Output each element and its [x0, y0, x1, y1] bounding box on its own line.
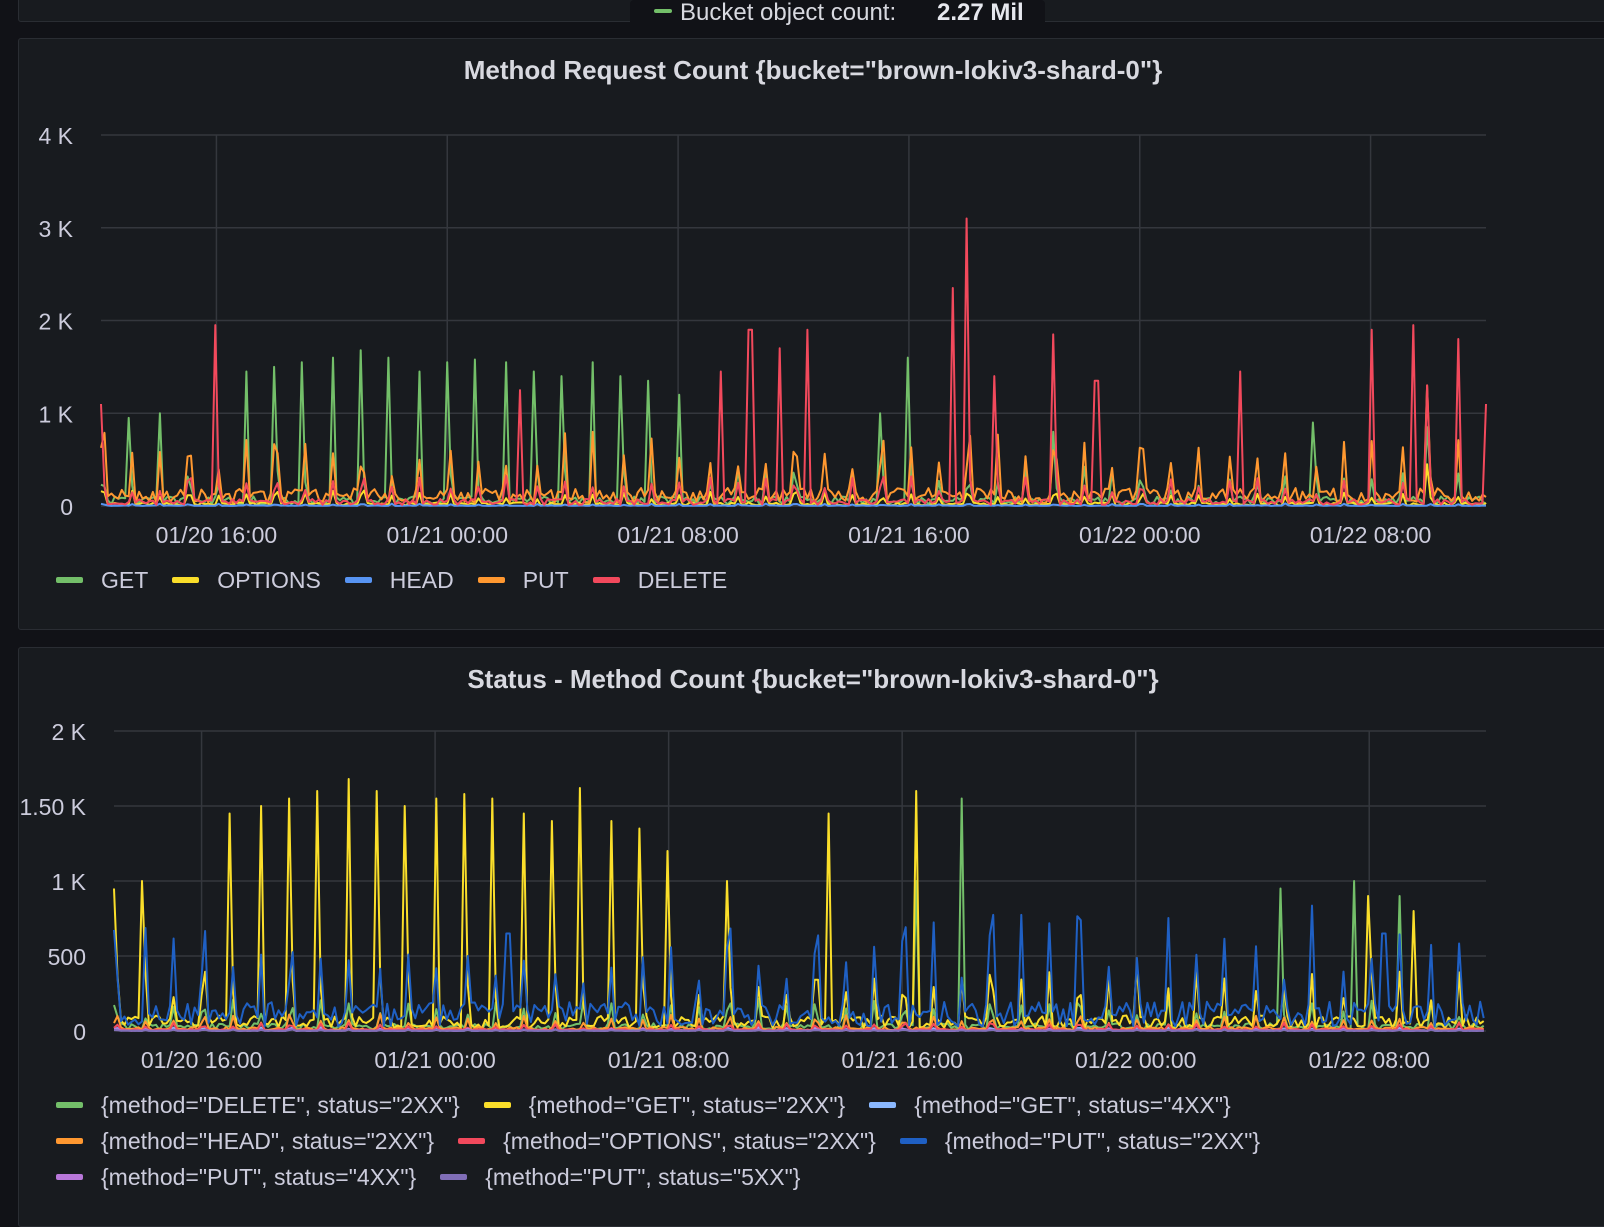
legend-item-method-get-status-4xx[interactable]: {method="GET", status="4XX"} [869, 1092, 1231, 1119]
legend-item-method-options-status-2xx[interactable]: {method="OPTIONS", status="2XX"} [458, 1128, 876, 1155]
legend-row: {method="HEAD", status="2XX"} {method="OP… [56, 1123, 1284, 1159]
legend-label: {method="GET", status="4XX"} [914, 1091, 1231, 1118]
y-tick-label: 2 K [38, 309, 73, 335]
legend-item-delete[interactable]: DELETE [592, 566, 728, 594]
chart-legend: {method="DELETE", status="2XX"} {method="… [56, 1087, 1284, 1195]
legend-label: {method="DELETE", status="2XX"} [101, 1091, 460, 1118]
x-tick-label: 01/22 08:00 [1308, 1047, 1430, 1073]
legend-swatch [869, 1102, 897, 1108]
legend-row: GET OPTIONS HEAD PUT DELETE [56, 562, 751, 598]
x-tick-label: 01/22 00:00 [1079, 522, 1201, 548]
legend-swatch [172, 577, 200, 583]
legend-swatch [477, 577, 505, 583]
legend-swatch [56, 1138, 83, 1144]
series-line-method-put-status-5xx[interactable] [113, 1028, 1484, 1032]
legend-item-method-head-status-2xx[interactable]: {method="HEAD", status="2XX"} [56, 1128, 434, 1155]
y-tick-label: 500 [48, 944, 86, 970]
x-tick-label: 01/20 16:00 [156, 522, 278, 548]
legend-swatch [899, 1138, 927, 1144]
x-tick-label: 01/20 16:00 [141, 1047, 263, 1073]
panel-title[interactable]: Status - Method Count {bucket="brown-lok… [467, 664, 1159, 694]
status-method-count-chart[interactable]: 0 500 1 K 1.50 K 2 K 01/20 16:00 01/21 00:00 01… [19, 711, 1599, 1131]
x-tick-label: 01/21 16:00 [848, 522, 970, 548]
legend-swatch [56, 577, 83, 583]
legend-label: {method="GET", status="2XX"} [528, 1091, 846, 1118]
legend-row: {method="DELETE", status="2XX"} {method="… [56, 1087, 1284, 1123]
y-tick-label: 1.50 K [20, 794, 87, 820]
y-tick-label: 1 K [38, 401, 73, 427]
x-tick-label: 01/21 16:00 [841, 1047, 963, 1073]
x-tick-label: 01/21 00:00 [386, 522, 508, 548]
legend-row: {method="PUT", status="4XX"} {method="PUT… [56, 1159, 1284, 1195]
legend-swatch [56, 1102, 83, 1108]
legend-item-method-get-status-2xx[interactable]: {method="GET", status="2XX"} [483, 1091, 846, 1119]
legend-swatch [483, 1102, 511, 1108]
legend-item-method-delete-status-2xx[interactable]: {method="DELETE", status="2XX"} [56, 1092, 460, 1119]
x-tick-label: 01/21 08:00 [608, 1047, 730, 1073]
x-tick-label: 01/22 08:00 [1310, 522, 1432, 548]
y-tick-label: 1 K [51, 869, 86, 895]
y-tick-label: 4 K [38, 123, 73, 149]
tooltip-label: Bucket object count: [680, 0, 897, 26]
x-tick-label: 01/21 08:00 [617, 522, 739, 548]
legend-item-method-put-status-2xx[interactable]: {method="PUT", status="2XX"} [899, 1127, 1261, 1155]
legend-item-method-put-status-5xx[interactable]: {method="PUT", status="5XX"} [440, 1164, 800, 1191]
legend-swatch [56, 1174, 83, 1180]
y-tick-label: 0 [60, 494, 73, 520]
x-tick-label: 01/21 00:00 [374, 1047, 496, 1073]
y-tick-label: 0 [73, 1019, 86, 1045]
status-method-count-panel[interactable]: Status - Method Count {bucket="brown-lok… [18, 647, 1604, 1227]
legend-label: DELETE [637, 566, 728, 593]
series-line-put[interactable] [100, 384, 1487, 505]
legend-swatch [440, 1174, 468, 1180]
legend-item-head[interactable]: HEAD [344, 566, 454, 594]
legend-swatch [344, 577, 372, 583]
y-tick-label: 2 K [51, 719, 86, 745]
legend-item-get[interactable]: GET [56, 567, 148, 594]
panel-title[interactable]: Method Request Count {bucket="brown-loki… [463, 55, 1163, 85]
legend-item-put[interactable]: PUT [477, 566, 569, 594]
tooltip-series-swatch [654, 9, 672, 13]
legend-label: PUT [522, 566, 569, 593]
method-request-count-panel[interactable]: Method Request Count {bucket="brown-loki… [18, 38, 1604, 630]
legend-label: HEAD [389, 566, 454, 593]
legend-label: {method="PUT", status="5XX"} [485, 1163, 801, 1190]
chart-legend: GET OPTIONS HEAD PUT DELETE [56, 562, 751, 598]
series-line-delete[interactable] [100, 217, 1487, 506]
legend-label: GET [101, 566, 149, 593]
legend-label: {method="OPTIONS", status="2XX"} [503, 1127, 876, 1154]
legend-swatch [592, 577, 620, 583]
x-tick-label: 01/22 00:00 [1075, 1047, 1197, 1073]
tooltip-value: 2.27 Mil [937, 0, 1024, 26]
legend-swatch [458, 1138, 486, 1144]
legend-item-method-put-status-4xx[interactable]: {method="PUT", status="4XX"} [56, 1164, 416, 1191]
legend-label: OPTIONS [217, 566, 321, 593]
y-tick-label: 3 K [38, 216, 73, 242]
series-line-head[interactable] [100, 502, 1487, 507]
legend-item-options[interactable]: OPTIONS [172, 567, 321, 594]
legend-label: {method="HEAD", status="2XX"} [101, 1127, 435, 1154]
legend-label: {method="PUT", status="4XX"} [101, 1163, 417, 1190]
series-line-method-put-status-2xx[interactable] [113, 904, 1485, 1028]
method-request-count-chart[interactable]: 0 1 K 2 K 3 K 4 K 01/20 16:00 01/21 00:00 01/21… [19, 105, 1599, 605]
legend-label: {method="PUT", status="2XX"} [944, 1127, 1261, 1154]
